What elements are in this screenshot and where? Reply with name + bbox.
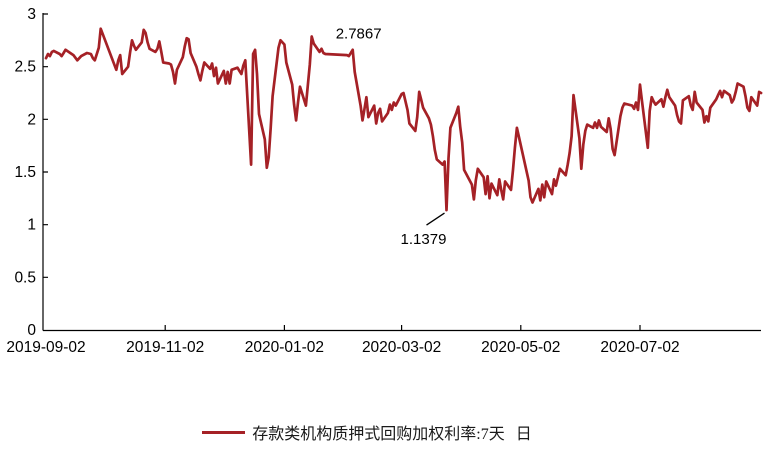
x-tick-label: 2019-11-02: [126, 339, 204, 356]
y-tick-label: 1.5: [14, 164, 36, 181]
y-tick-label: 0.5: [14, 269, 36, 286]
y-tick-label: 0: [27, 322, 36, 339]
legend-series-label: 存款类机构质押式回购加权利率:7天: [252, 426, 505, 443]
y-tick-label: 3: [27, 6, 36, 23]
dr007-rate-line: [44, 27, 763, 212]
axis-tick-marks: [43, 13, 641, 330]
min-annotation-leader-line: [426, 212, 445, 226]
max-value-annotation: 2.7867: [336, 26, 382, 43]
min-value-annotation: 1.1379: [401, 231, 447, 248]
y-tick-label: 1: [27, 217, 36, 234]
x-tick-label: 2019-09-02: [6, 339, 85, 356]
x-tick-label: 2020-07-02: [600, 339, 679, 356]
legend-frequency-label: 日: [515, 426, 532, 443]
x-tick-label: 2020-05-02: [481, 339, 560, 356]
y-tick-label: 2: [27, 111, 36, 128]
chart-legend: 存款类机构质押式回购加权利率:7天 日: [0, 420, 753, 444]
axis-lines: [42, 13, 761, 332]
legend-line-swatch: [202, 430, 246, 434]
x-tick-label: 2020-03-02: [362, 339, 441, 356]
y-tick-label: 2.5: [14, 59, 36, 76]
x-tick-label: 2020-01-02: [245, 339, 324, 356]
